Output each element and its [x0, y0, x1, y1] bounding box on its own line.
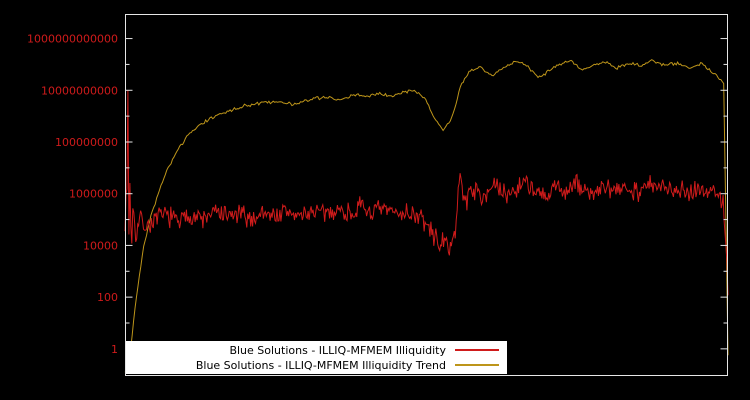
legend-row-illiquidity: Blue Solutions - ILLIQ-MFMEM Illiquidity	[126, 343, 499, 357]
plot-border	[125, 14, 728, 376]
legend-line-sample-illiquidity	[455, 349, 499, 351]
legend-line-sample-trend	[455, 364, 499, 366]
series-illiquidity-line	[124, 90, 729, 296]
y-tick-label: 1000000000000	[27, 33, 118, 46]
y-tick-label: 100000000	[55, 136, 118, 149]
y-tick-label: 10000000000	[41, 84, 118, 97]
chart-legend: Blue Solutions - ILLIQ-MFMEM Illiquidity…	[126, 341, 507, 374]
y-tick-label: 1000000	[69, 188, 118, 201]
y-tick-label: 10000	[83, 239, 118, 252]
legend-label-illiquidity: Blue Solutions - ILLIQ-MFMEM Illiquidity	[229, 343, 446, 357]
legend-label-trend: Blue Solutions - ILLIQ-MFMEM Illiquidity…	[195, 358, 446, 372]
y-tick-label: 1	[111, 343, 118, 356]
series-trend-line	[124, 59, 729, 373]
legend-row-trend: Blue Solutions - ILLIQ-MFMEM Illiquidity…	[126, 358, 499, 372]
y-tick-label: 100	[97, 291, 118, 304]
